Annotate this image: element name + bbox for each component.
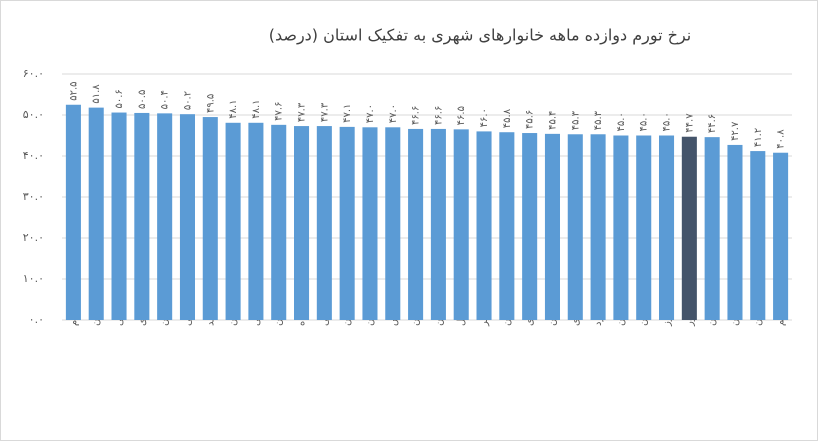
y-tick-label: ۱۰.۰ (23, 272, 44, 285)
value-label: ۴۸.۱ (251, 99, 262, 118)
value-label: ۴۶.۵ (456, 106, 467, 125)
value-label: ۴۷.۳ (319, 102, 330, 122)
bar (225, 122, 241, 320)
y-tick-label: ۰.۰ (29, 313, 44, 326)
bar (590, 134, 606, 320)
value-label: ۴۷.۱ (342, 104, 353, 123)
value-label: ۵۰.۲ (182, 91, 193, 110)
bar (202, 117, 218, 320)
bar (111, 112, 127, 320)
bar (408, 128, 424, 320)
bar (544, 133, 560, 320)
bar (499, 132, 515, 320)
bar (339, 126, 355, 320)
y-tick-label: ۴۰.۰ (23, 149, 44, 162)
x-tick-label: قم (776, 314, 787, 326)
bar (476, 131, 492, 320)
y-tick-label: ۵۰.۰ (23, 108, 44, 121)
bar (134, 112, 150, 320)
bar (704, 137, 720, 320)
bar (727, 144, 743, 320)
value-label: ۴۲.۷ (730, 121, 741, 141)
chart-title: نرخ تورم دوازده ماهه خانوارهای شهری به ت… (269, 26, 692, 46)
value-label: ۴۰.۸ (776, 129, 787, 149)
value-label: ۴۴.۷ (684, 113, 695, 133)
value-label: ۵۰.۶ (114, 89, 125, 108)
value-label: ۵۰.۵ (137, 90, 148, 109)
value-label: ۴۶.۶ (411, 106, 422, 125)
value-label: ۴۵.۶ (525, 110, 536, 129)
value-label: ۴۵.۰ (616, 112, 627, 131)
bar (567, 134, 583, 320)
value-label: ۵۰.۴ (160, 90, 171, 109)
value-label: ۴۵.۴ (547, 111, 558, 130)
bar (88, 107, 104, 321)
value-label: ۴۱.۲ (753, 128, 764, 147)
bar (681, 136, 697, 320)
value-label: ۵۱.۸ (91, 84, 102, 104)
value-label: ۴۷.۶ (274, 102, 285, 121)
value-label: ۴۹.۵ (205, 94, 216, 113)
value-label: ۴۵.۸ (502, 108, 513, 128)
bar (750, 151, 766, 320)
bar (659, 135, 675, 320)
y-tick-label: ۶۰.۰ (23, 67, 44, 80)
value-label: ۴۶.۶ (433, 106, 444, 125)
bar (453, 129, 469, 320)
value-label: ۴۸.۱ (228, 99, 239, 118)
value-label: ۴۶.۰ (479, 108, 490, 127)
bar (179, 114, 195, 321)
value-label: ۴۵.۳ (570, 110, 581, 130)
value-label: ۴۵.۰ (639, 112, 650, 131)
bar (522, 133, 538, 320)
bar (65, 104, 81, 320)
value-label: ۴۷.۰ (365, 104, 376, 123)
bar (248, 122, 264, 320)
bar (773, 152, 789, 320)
bar (613, 135, 629, 320)
value-label: ۵۲.۵ (68, 81, 79, 100)
bar (385, 127, 401, 320)
y-tick-label: ۳۰.۰ (23, 190, 44, 203)
value-label: ۴۵.۰ (662, 112, 673, 131)
value-label: ۴۵.۳ (593, 110, 604, 130)
bar (316, 126, 332, 320)
value-label: ۴۷.۰ (388, 104, 399, 123)
value-label: ۴۷.۳ (297, 102, 308, 122)
bar (362, 127, 378, 320)
value-label: ۴۴.۶ (707, 114, 718, 133)
bar (636, 135, 652, 320)
bar (157, 113, 173, 320)
bar (271, 124, 287, 320)
y-tick-label: ۲۰.۰ (23, 231, 44, 244)
bar (294, 126, 310, 320)
bar (430, 128, 446, 320)
